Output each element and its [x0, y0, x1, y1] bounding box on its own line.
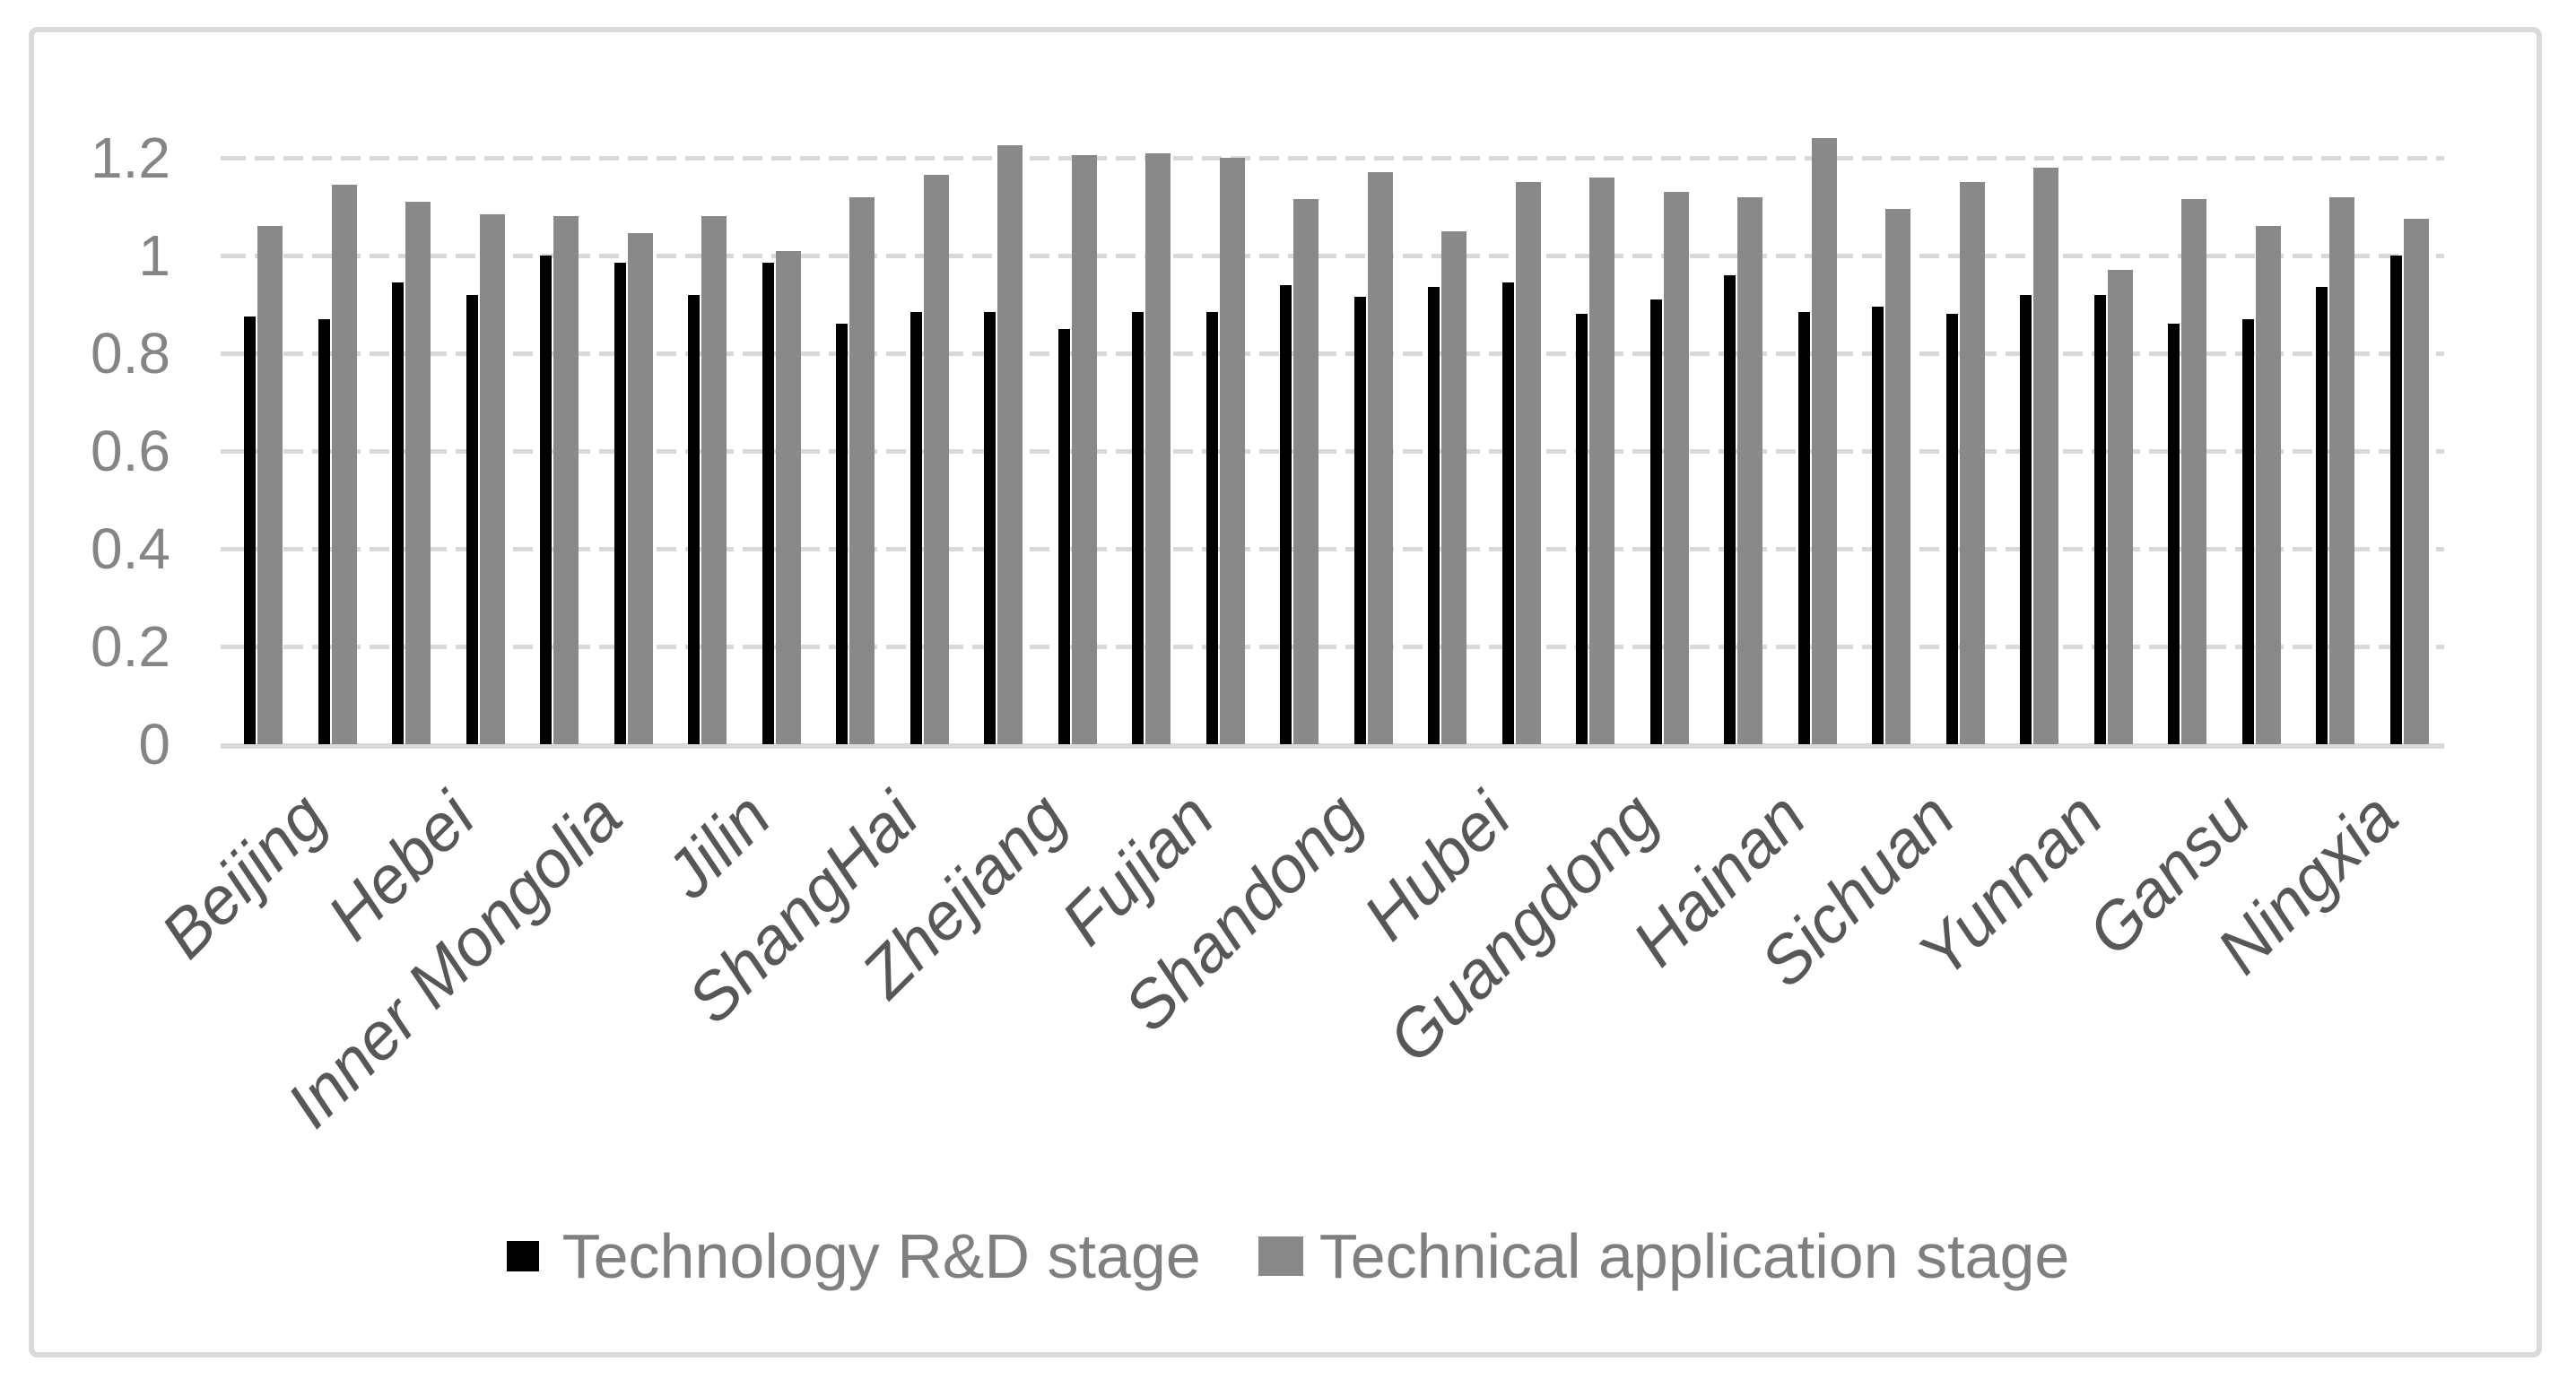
bar-technical-application-stage	[1737, 196, 1762, 744]
bar-technical-application-stage	[553, 216, 579, 744]
bar-technical-application-stage	[2107, 270, 2133, 744]
bar-technology-rd-stage	[1132, 311, 1144, 744]
bar-technology-rd-stage	[1057, 328, 1070, 744]
bar-technology-rd-stage	[1872, 307, 1884, 744]
gridline	[226, 351, 2444, 356]
bar-technology-rd-stage	[1797, 311, 1810, 744]
bar-technology-rd-stage	[1205, 311, 1218, 744]
bar-technical-application-stage	[1219, 158, 1245, 744]
gridline	[226, 645, 2444, 649]
bar-technical-application-stage	[1885, 209, 1910, 744]
bar-technology-rd-stage	[2241, 318, 2254, 744]
y-axis-label: 0.2	[91, 614, 170, 679]
bar-technical-application-stage	[1515, 182, 1541, 744]
bar-technical-application-stage	[331, 184, 357, 744]
bar-technical-application-stage	[701, 216, 727, 744]
bar-technology-rd-stage	[1576, 314, 1588, 744]
bar-technology-rd-stage	[984, 311, 996, 744]
bar-technical-application-stage	[1441, 230, 1466, 744]
bar-technology-rd-stage	[1280, 284, 1292, 744]
bar-technology-rd-stage	[2093, 294, 2106, 744]
bar-technology-rd-stage	[1353, 297, 1366, 744]
bar-technology-rd-stage	[1501, 282, 1514, 744]
bar-technical-application-stage	[627, 233, 653, 744]
bar-technical-application-stage	[1959, 182, 1985, 744]
x-axis-label: Jilin	[650, 778, 785, 913]
bar-technology-rd-stage	[2316, 287, 2328, 744]
y-axis-label: 0.6	[91, 419, 170, 483]
y-axis-tick	[221, 254, 242, 258]
bar-technical-application-stage	[2403, 219, 2429, 744]
bar-technology-rd-stage	[688, 294, 700, 744]
bar-technology-rd-stage	[614, 263, 626, 744]
bar-technology-rd-stage	[244, 317, 256, 744]
bar-technical-application-stage	[2255, 226, 2281, 744]
bar-technical-application-stage	[1071, 155, 1097, 744]
bar-technology-rd-stage	[1428, 287, 1440, 744]
gridline	[226, 254, 2444, 258]
bar-technical-application-stage	[479, 213, 505, 744]
bar-technical-application-stage	[923, 175, 949, 744]
y-axis-label: 1	[138, 223, 170, 288]
bar-technology-rd-stage	[392, 282, 404, 744]
bar-technology-rd-stage	[318, 318, 330, 744]
legend-label-technical-application: Technical application stage	[1318, 1221, 2070, 1291]
bar-technical-application-stage	[405, 202, 431, 744]
bar-technology-rd-stage	[2020, 294, 2032, 744]
y-axis-label: 0.4	[91, 516, 170, 581]
y-axis-tick	[221, 547, 242, 551]
y-axis-tick	[221, 645, 242, 649]
bar-technology-rd-stage	[909, 311, 922, 744]
y-axis-label: 0	[138, 712, 170, 776]
bar-technology-rd-stage	[466, 294, 478, 744]
bar-technical-application-stage	[775, 250, 801, 744]
bar-technical-application-stage	[2033, 167, 2058, 744]
gridline	[226, 547, 2444, 551]
bar-technical-application-stage	[1293, 199, 1318, 744]
bar-technology-rd-stage	[1649, 299, 1662, 744]
bar-technical-application-stage	[1145, 152, 1171, 744]
y-axis-tick	[221, 449, 242, 454]
y-axis-label: 1.2	[91, 126, 170, 190]
gridline	[226, 156, 2444, 160]
bar-technical-application-stage	[1811, 138, 1837, 744]
legend-swatch-technology-rd	[506, 1241, 539, 1271]
bar-technical-application-stage	[1367, 172, 1393, 744]
gridline	[226, 449, 2444, 454]
bar-technology-rd-stage	[836, 324, 848, 744]
bar-technology-rd-stage	[1724, 274, 1736, 744]
bar-technical-application-stage	[2181, 199, 2206, 744]
y-axis-label: 0.8	[91, 321, 170, 386]
bar-technical-application-stage	[997, 145, 1023, 744]
bar-technology-rd-stage	[2389, 256, 2402, 744]
legend-swatch-technical-application	[1258, 1236, 1303, 1276]
bar-technology-rd-stage	[761, 263, 774, 744]
bar-technical-application-stage	[849, 196, 875, 744]
bar-technology-rd-stage	[540, 256, 552, 744]
legend-label-technology-rd: Technology R&D stage	[561, 1221, 1201, 1291]
y-axis-tick	[221, 351, 242, 356]
chart-border	[29, 27, 2542, 1358]
bar-technical-application-stage	[2329, 196, 2354, 744]
bar-technical-application-stage	[257, 226, 283, 744]
x-axis-label: Beijing	[146, 778, 341, 973]
legend: Technology R&D stage Technical applicati…	[0, 1216, 2576, 1297]
bar-technology-rd-stage	[1945, 314, 1958, 744]
x-axis-line	[221, 743, 2444, 749]
bar-technical-application-stage	[1663, 192, 1689, 744]
y-axis-tick	[221, 156, 242, 160]
bar-technical-application-stage	[1589, 177, 1614, 744]
bar-technology-rd-stage	[2168, 324, 2180, 744]
